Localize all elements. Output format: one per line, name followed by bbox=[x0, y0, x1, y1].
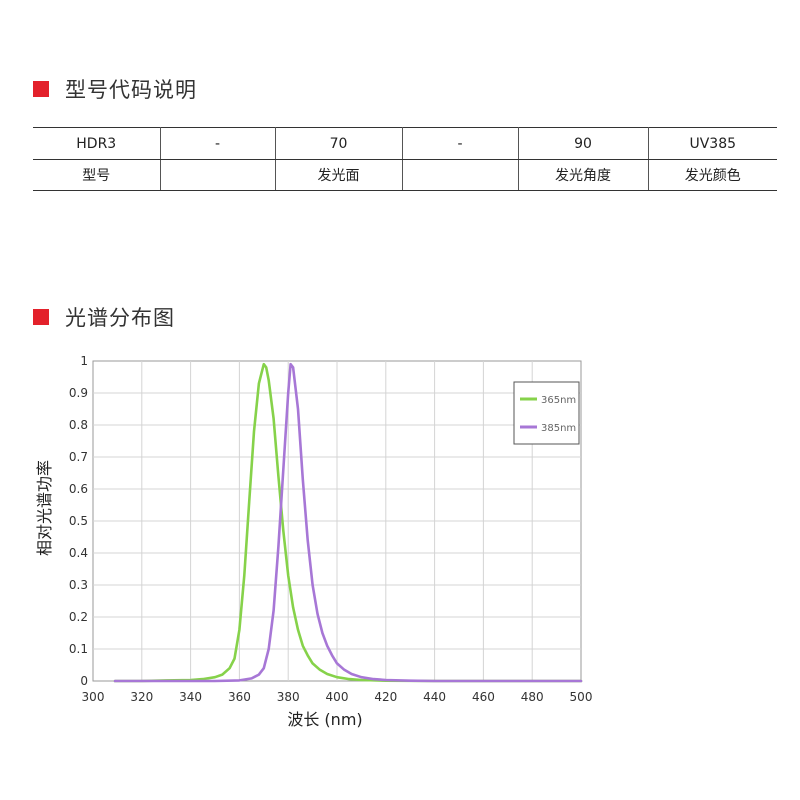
y-tick-label: 0.6 bbox=[69, 482, 88, 496]
table-row-labels: 型号 发光面 发光角度 发光颜色 bbox=[33, 159, 777, 191]
table-cell: 70 bbox=[274, 127, 403, 160]
x-axis-label: 波长 (nm) bbox=[287, 710, 362, 729]
legend-box bbox=[513, 381, 580, 445]
table-cell: 型号 bbox=[33, 159, 161, 191]
y-tick-label: 0.1 bbox=[69, 642, 88, 656]
x-tick-label: 360 bbox=[228, 690, 251, 704]
legend-label: 365nm bbox=[541, 395, 576, 406]
y-tick-label: 0.7 bbox=[69, 450, 88, 464]
table-cell: HDR3 bbox=[33, 127, 161, 160]
table-cell bbox=[159, 159, 276, 191]
table-cell: - bbox=[401, 127, 519, 160]
y-tick-label: 0.5 bbox=[69, 514, 88, 528]
chart-legend: 365nm 385nm bbox=[513, 381, 580, 445]
x-tick-label: 300 bbox=[82, 690, 105, 704]
x-tick-label: 480 bbox=[521, 690, 544, 704]
x-tick-label: 380 bbox=[277, 690, 300, 704]
table-cell: 发光面 bbox=[274, 159, 403, 191]
section-title: 光谱分布图 bbox=[65, 306, 175, 330]
model-code-table: HDR3 - 70 - 90 UV385 型号 发光面 发光角度 发光颜色 bbox=[33, 127, 777, 191]
x-tick-label: 460 bbox=[472, 690, 495, 704]
section-title: 型号代码说明 bbox=[65, 78, 197, 102]
red-square-icon bbox=[33, 309, 49, 325]
table-cell: 发光角度 bbox=[517, 159, 649, 191]
y-tick-label: 0.4 bbox=[69, 546, 88, 560]
x-tick-label: 500 bbox=[570, 690, 593, 704]
y-tick-label: 0.8 bbox=[69, 418, 88, 432]
chart-grid bbox=[92, 360, 582, 682]
y-tick-label: 0.3 bbox=[69, 578, 88, 592]
x-tick-label: 320 bbox=[130, 690, 153, 704]
red-square-icon bbox=[33, 81, 49, 97]
x-tick-label: 420 bbox=[374, 690, 397, 704]
series-line-385nm bbox=[113, 362, 583, 683]
y-tick-label: 0.9 bbox=[69, 386, 88, 400]
chart-series bbox=[113, 362, 583, 683]
chart-ticks: 300 320 340 360 380 400 420 440 460 480 500 0 0.1 0.2… bbox=[69, 354, 593, 704]
spectrum-chart: 300 320 340 360 380 400 420 440 460 480 500 0 0.1 0.2… bbox=[35, 354, 593, 729]
y-axis-label: 相对光谱功率 bbox=[35, 460, 54, 556]
table-cell: UV385 bbox=[647, 127, 777, 160]
table-cell bbox=[401, 159, 519, 191]
series-line-365nm bbox=[113, 362, 583, 683]
y-tick-label: 1 bbox=[80, 354, 88, 368]
table-cell: - bbox=[159, 127, 276, 160]
legend-label: 385nm bbox=[541, 423, 576, 434]
y-tick-label: 0 bbox=[80, 674, 88, 688]
section-header-model-code: 型号代码说明 bbox=[33, 74, 197, 104]
x-tick-label: 340 bbox=[179, 690, 202, 704]
x-tick-label: 400 bbox=[326, 690, 349, 704]
table-cell: 90 bbox=[517, 127, 649, 160]
table-cell: 发光颜色 bbox=[647, 159, 777, 191]
section-header-spectrum: 光谱分布图 bbox=[33, 302, 175, 332]
y-tick-label: 0.2 bbox=[69, 610, 88, 624]
x-tick-label: 440 bbox=[423, 690, 446, 704]
table-row-codes: HDR3 - 70 - 90 UV385 bbox=[33, 127, 777, 160]
